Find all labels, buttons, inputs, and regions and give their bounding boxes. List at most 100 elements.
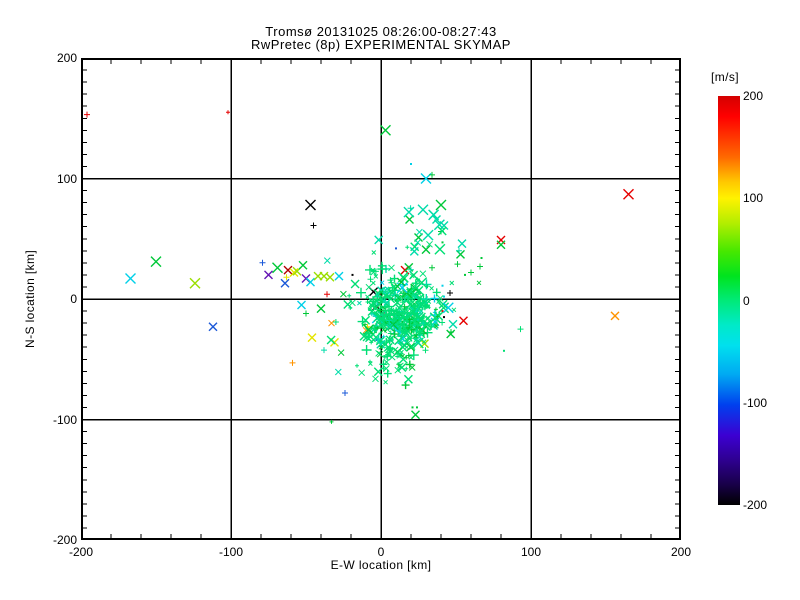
- scatter-marker: [328, 319, 335, 327]
- scatter-marker: [405, 215, 414, 224]
- scatter-marker: [435, 199, 447, 211]
- scatter-marker: [358, 369, 366, 377]
- scatter-marker: [416, 333, 423, 341]
- scatter-marker: [434, 323, 439, 329]
- scatter-marker: [385, 352, 390, 357]
- scatter-marker: [428, 209, 440, 221]
- y-tick-label: -100: [52, 412, 77, 427]
- scatter-marker: [332, 319, 339, 325]
- scatter-marker: [412, 286, 417, 291]
- scatter-marker: [388, 264, 395, 272]
- scatter-marker: [402, 325, 414, 337]
- scatter-marker: [321, 347, 327, 354]
- scatter-marker: [468, 269, 474, 276]
- scatter-marker: [264, 270, 273, 280]
- scatter-marker: [375, 314, 382, 321]
- scatter-marker: [334, 368, 342, 376]
- scatter-marker: [388, 279, 395, 286]
- scatter-marker: [421, 245, 431, 255]
- scatter-marker: [406, 342, 416, 352]
- scatter-marker: [388, 324, 393, 330]
- scatter-marker: [404, 366, 409, 371]
- scatter-marker: [325, 272, 335, 282]
- scatter-marker: [305, 199, 316, 211]
- scatter-marker: [365, 294, 370, 300]
- scatter-marker: [370, 269, 377, 276]
- scatter-marker: [368, 361, 373, 367]
- colorbar-tick-label: 200: [743, 89, 764, 103]
- scatter-marker: [365, 283, 373, 291]
- scatter-marker: [340, 290, 347, 298]
- scatter-marker: [400, 310, 405, 315]
- scatter-marker: [373, 274, 379, 279]
- scatter-marker: [386, 309, 398, 321]
- scatter-marker: [434, 243, 446, 255]
- scatter-marker: [359, 331, 369, 341]
- scatter-marker: [411, 410, 420, 420]
- scatter-marker: [370, 267, 376, 273]
- colorbar-gradient: [718, 96, 740, 505]
- scatter-marker: [422, 319, 432, 329]
- scatter-marker: [422, 347, 429, 354]
- y-tick-label: 200: [56, 51, 77, 65]
- scatter-marker: [409, 273, 415, 279]
- scatter-marker: [349, 299, 356, 307]
- scatter-marker: [372, 291, 383, 302]
- scatter-marker: [374, 235, 384, 245]
- scatter-marker: [84, 111, 90, 118]
- scatter-marker: [496, 240, 506, 250]
- scatter-marker: [435, 314, 440, 319]
- scatter-marker: [384, 301, 394, 312]
- scatter-marker: [420, 320, 427, 327]
- scatter-marker: [426, 299, 432, 304]
- scatter-marker: [382, 355, 387, 360]
- scatter-marker: [369, 312, 374, 317]
- scatter-marker: [397, 362, 404, 370]
- scatter-marker: [517, 326, 524, 333]
- scatter-marker: [378, 298, 383, 303]
- scatter-marker: [456, 247, 462, 254]
- scatter-marker: [422, 229, 434, 241]
- scatter-marker: [394, 366, 402, 374]
- scatter-marker: [326, 335, 336, 345]
- scatter-marker: [390, 330, 399, 339]
- scatter-marker: [380, 365, 387, 372]
- scatter-marker: [417, 204, 429, 216]
- scatter-marker: [348, 305, 353, 310]
- scatter-marker: [421, 339, 427, 345]
- scatter-marker: [389, 335, 394, 341]
- scatter-marker: [395, 295, 400, 299]
- scatter-marker: [403, 312, 412, 321]
- scatter-marker: [367, 307, 377, 316]
- scatter-marker: [429, 171, 435, 178]
- scatter-marker: [208, 322, 218, 332]
- scatter-marker: [283, 274, 290, 281]
- scatter-marker: [289, 268, 299, 277]
- x-tick-label: 0: [377, 545, 385, 559]
- scatter-marker: [384, 286, 390, 292]
- scatter-marker: [413, 333, 419, 339]
- scatter-marker: [369, 340, 374, 345]
- scatter-marker: [405, 360, 414, 369]
- scatter-marker: [457, 239, 467, 249]
- scatter-marker: [377, 307, 384, 314]
- scatter-marker: [407, 205, 414, 212]
- scatter-marker: [623, 188, 634, 200]
- scatter-marker: [388, 353, 396, 361]
- scatter-marker: [383, 293, 389, 299]
- scatter-marker: [150, 256, 162, 268]
- scatter-marker: [298, 260, 308, 270]
- scatter-marker: [459, 316, 468, 326]
- scatter-marker: [395, 354, 400, 359]
- scatter-marker: [350, 279, 360, 289]
- scatter-marker: [421, 294, 432, 304]
- scatter-marker: [418, 299, 428, 309]
- scatter-marker: [361, 345, 372, 355]
- scatter-marker: [125, 273, 136, 284]
- scatter-marker: [379, 280, 385, 286]
- scatter-marker: [429, 312, 441, 324]
- scatter-marker: [375, 326, 380, 330]
- colorbar-tick-label: 0: [743, 293, 750, 308]
- chart-subtitle: RwPretec (8p) EXPERIMENTAL SKYMAP: [251, 37, 511, 52]
- y-tick-label: -200: [52, 533, 77, 547]
